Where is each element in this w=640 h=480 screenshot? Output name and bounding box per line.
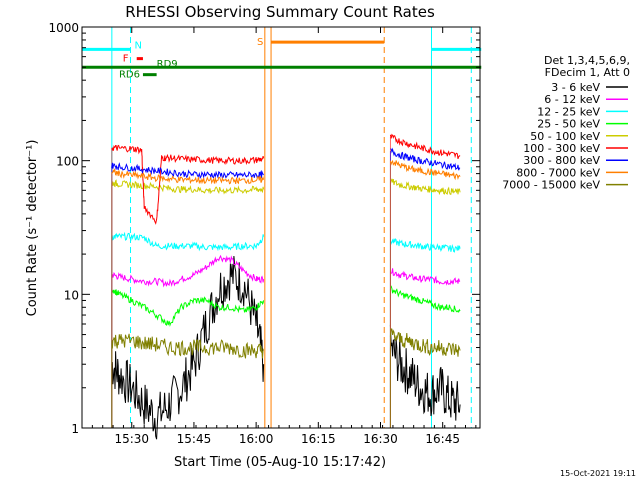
x-tick-label: 16:15 xyxy=(301,432,336,446)
x-tick-label: 15:45 xyxy=(177,432,212,446)
y-tick-label: 1 xyxy=(71,422,79,436)
series-line-100-300-kev-seg0 xyxy=(111,144,265,225)
legend-entry-label: 50 - 100 keV xyxy=(530,130,600,143)
plot-area: NF S RD9 RD6 xyxy=(81,26,482,440)
series-line-300-800-kev-seg0 xyxy=(111,162,264,180)
x-tick-label: 16:30 xyxy=(363,432,398,446)
flag-label-f: F xyxy=(123,54,129,65)
flag-label-n: N xyxy=(135,40,142,51)
series-line-800-7000-kev-seg1 xyxy=(389,159,461,181)
legend-header-0: Det 1,3,4,5,6,9, xyxy=(544,54,630,67)
series-line-50-100-kev-seg0 xyxy=(111,179,265,195)
series-line-25-50-kev-seg0 xyxy=(111,289,265,327)
y-tick-label: 1000 xyxy=(48,21,79,35)
series-line-300-800-kev-seg1 xyxy=(390,147,461,171)
y-tick-label: 10 xyxy=(64,288,79,302)
legend-entry-label: 800 - 7000 keV xyxy=(516,166,600,179)
y-axis: 1 10 100 1000 xyxy=(48,21,480,436)
legend-header-1: FDecim 1, Att 0 xyxy=(545,66,630,79)
legend: Det 1,3,4,5,6,9,FDecim 1, Att 0 3 - 6 keV… xyxy=(502,54,630,192)
y-tick-label: 100 xyxy=(56,155,79,169)
y-axis-label: Count Rate (s⁻¹ detector⁻¹) xyxy=(25,140,40,317)
series-line-100-300-kev-seg1 xyxy=(389,133,461,160)
flag-label-s: S xyxy=(257,37,263,48)
legend-entry-label: 100 - 300 keV xyxy=(523,142,600,155)
series-line-12-25-kev-seg1 xyxy=(389,238,461,253)
x-tick-label: 16:00 xyxy=(239,432,274,446)
footer-timestamp: 15-Oct-2021 19:11 xyxy=(560,469,636,478)
series-line-25-50-kev-seg1 xyxy=(390,285,461,314)
flag-label-rd6: RD6 xyxy=(119,70,140,81)
series-line-3-6-kev-seg0 xyxy=(111,255,265,440)
series-line-6-12-kev-seg0 xyxy=(111,254,265,288)
chart-title: RHESSI Observing Summary Count Rates xyxy=(125,3,435,21)
series-line-50-100-kev-seg1 xyxy=(389,178,461,196)
legend-entry-label: 3 - 6 keV xyxy=(551,81,600,94)
flag-label-rd9: RD9 xyxy=(157,59,178,70)
series-line-7000-15000-kev-seg1 xyxy=(389,328,461,357)
series-line-7000-15000-kev-seg0 xyxy=(111,333,265,359)
x-axis: 15:30 15:45 16:00 16:15 16:30 16:45 xyxy=(81,27,477,446)
x-axis-label: Start Time (05-Aug-10 15:17:42) xyxy=(174,455,386,470)
legend-entry-label: 25 - 50 keV xyxy=(537,118,600,131)
plot-frame xyxy=(81,26,481,429)
legend-entry-label: 300 - 800 keV xyxy=(523,154,600,167)
x-tick-label: 16:45 xyxy=(425,432,460,446)
legend-entry-label: 12 - 25 keV xyxy=(537,105,600,118)
series-line-3-6-kev-seg1 xyxy=(389,324,461,421)
series-line-800-7000-kev-seg0 xyxy=(111,168,265,185)
series-line-12-25-kev-seg0 xyxy=(111,231,265,252)
series-line-6-12-kev-seg1 xyxy=(390,268,461,286)
legend-entry-label: 7000 - 15000 keV xyxy=(502,179,600,192)
legend-entry-label: 6 - 12 keV xyxy=(544,93,600,106)
x-tick-label: 15:30 xyxy=(114,432,149,446)
